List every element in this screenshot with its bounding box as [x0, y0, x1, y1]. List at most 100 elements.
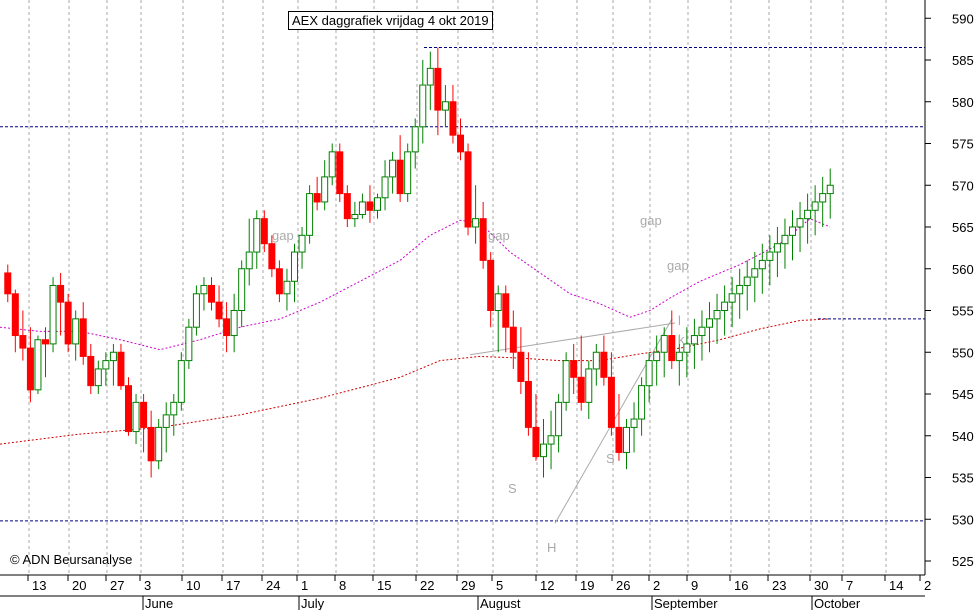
candle-body [64, 301, 72, 345]
candle-body [819, 193, 827, 203]
y-tick-label: 580 [952, 95, 974, 110]
x-tick-label: 2 [653, 578, 660, 593]
candle-body [26, 347, 34, 391]
annotation-label: S [508, 481, 517, 496]
x-tick-label: 20 [72, 578, 86, 593]
candle-body [509, 326, 517, 353]
annotations: gap gap gap gap S H Slk [272, 213, 689, 555]
month-label: October [814, 596, 861, 610]
candle-body [698, 326, 706, 337]
x-tick-label: 15 [377, 578, 391, 593]
ma-short-line [0, 218, 831, 351]
x-tick-label: 30 [814, 578, 828, 593]
candle-body [690, 335, 698, 345]
candle-body [336, 151, 344, 195]
candle-body [223, 318, 231, 337]
candle-body [343, 193, 351, 220]
x-axis-ticks: 13 20 27 3 10 17 24 1 8 15 22 29 5 12 19 26 2 9 16 23 30 7 14 2… [0, 575, 931, 610]
x-tick-label: 22 [420, 578, 434, 593]
candle-body [660, 335, 668, 353]
candle-body [374, 197, 381, 211]
y-tick-label: 590 [952, 11, 974, 26]
candle-body [313, 193, 321, 203]
x-tick-label: 29 [461, 578, 475, 593]
trend-line [469, 322, 676, 356]
candle-body [630, 418, 638, 428]
candle-body [728, 293, 736, 303]
candle-body [675, 351, 683, 362]
y-tick-label: 565 [952, 220, 974, 235]
x-tick-label: 8 [339, 578, 346, 593]
annotation-label: k [678, 332, 685, 347]
candle-body [555, 401, 563, 437]
candle-body [434, 67, 442, 111]
candle-body [117, 351, 125, 387]
x-tick-label: 26 [616, 578, 630, 593]
x-tick-label: 5 [496, 578, 503, 593]
candle-body [449, 101, 457, 136]
candle-body [653, 351, 661, 362]
candle-body [275, 268, 283, 295]
candle-body [796, 218, 804, 228]
y-tick-label: 555 [952, 304, 974, 319]
candle-body [532, 426, 540, 458]
candle-body [607, 376, 615, 428]
x-tick-label: 27 [110, 578, 124, 593]
candle-body [479, 218, 487, 261]
copyright-text: © ADN Beursanalyse [10, 552, 133, 567]
x-tick-label: 17 [226, 578, 240, 593]
candle-body [366, 201, 374, 211]
y-tick-label: 570 [952, 178, 974, 193]
candle-body [94, 368, 102, 387]
candle-body [4, 272, 12, 295]
candle-body [789, 226, 796, 236]
candle-body [147, 426, 155, 462]
month-label: August [480, 596, 521, 610]
candle-body [736, 284, 744, 295]
annotation-label: gap [640, 213, 662, 228]
candle-body [592, 351, 600, 370]
x-tick-label: 1 [301, 578, 308, 593]
candle-body [396, 159, 404, 195]
candle-body [185, 326, 193, 362]
x-tick-label: 14 [889, 578, 903, 593]
annotation-label: gap [488, 228, 510, 243]
y-tick-label: 540 [952, 429, 974, 444]
candle-body [140, 401, 148, 428]
plot-area [0, 0, 925, 575]
candle-body [804, 209, 812, 220]
candle-body [615, 426, 623, 453]
candle-body [411, 126, 419, 153]
x-tick-label: 7 [846, 578, 853, 593]
candle-body [766, 251, 774, 261]
y-tick-label: 525 [952, 554, 974, 569]
candle-body [721, 301, 729, 311]
candle-body [72, 318, 80, 345]
candle-body [547, 435, 555, 445]
annotation-label: gap [667, 258, 689, 273]
candle-body [502, 293, 510, 328]
month-label: September [654, 596, 718, 610]
month-label: July [301, 596, 325, 610]
candle-body [87, 355, 95, 387]
candle-body [79, 318, 87, 357]
candle-body [268, 243, 276, 270]
candle-body [192, 293, 200, 328]
y-tick-label: 530 [952, 512, 974, 527]
annotation-label: gap [272, 228, 294, 243]
candle-body [260, 218, 268, 245]
x-tick-label: 23 [772, 578, 786, 593]
x-tick-label: 24 [266, 578, 280, 593]
candle-body [283, 280, 291, 295]
candle-body [102, 360, 110, 370]
candle-body [253, 218, 261, 253]
candle-body [215, 301, 223, 320]
candle-body [381, 176, 389, 199]
candle-body [11, 293, 19, 337]
candle-body [517, 351, 525, 382]
candle-body [125, 385, 132, 433]
candle-body [524, 380, 532, 428]
candle-body [758, 259, 766, 270]
y-tick-label: 545 [952, 387, 974, 402]
candle-body [811, 201, 819, 211]
